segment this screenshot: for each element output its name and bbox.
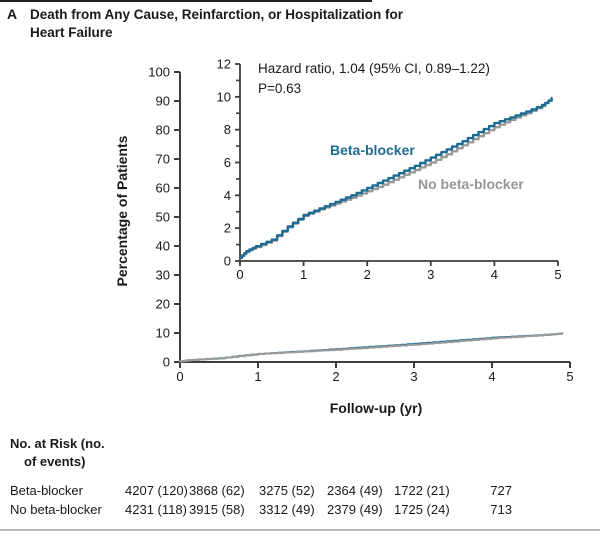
y-tick-label: 100 <box>148 65 170 80</box>
y-tick-label: 10 <box>156 326 170 341</box>
y-tick-label: 50 <box>156 210 170 225</box>
y-tick-label: 0 <box>224 254 231 269</box>
panel-label: A <box>7 6 18 22</box>
risk-row-label: No beta-blocker <box>10 502 102 517</box>
x-tick-label: 3 <box>410 369 417 384</box>
x-tick-label: 2 <box>364 267 371 282</box>
x-tick-label: 1 <box>254 369 261 384</box>
x-axis-title: Follow-up (yr) <box>329 400 423 416</box>
bottom-rule <box>0 529 600 531</box>
y-tick-label: 6 <box>224 155 231 170</box>
y-tick-label: 0 <box>163 355 170 370</box>
y-tick-label: 30 <box>156 268 170 283</box>
figure-title-line1: Death from Any Cause, Reinfarction, or H… <box>30 7 404 22</box>
beta-blocker-curve <box>238 97 553 259</box>
risk-value: 727 <box>490 483 512 498</box>
x-tick-label: 3 <box>427 267 434 282</box>
y-tick-label: 90 <box>156 94 170 109</box>
y-tick-label: 80 <box>156 123 170 138</box>
risk-value: 3868 (62) <box>189 483 245 498</box>
y-axis-title: Percentage of Patients <box>114 135 130 287</box>
y-tick-label: 2 <box>224 221 231 236</box>
y-tick-label: 40 <box>156 239 170 254</box>
x-tick-label: 2 <box>332 369 339 384</box>
axis-lines <box>179 72 570 363</box>
risk-value: 713 <box>490 502 512 517</box>
risk-table-header-line1: No. at Risk (no. <box>10 436 105 451</box>
risk-value: 2379 (49) <box>327 502 383 517</box>
y-tick-label: 70 <box>156 152 170 167</box>
x-tick-label: 4 <box>488 369 495 384</box>
risk-value: 3312 (49) <box>259 502 315 517</box>
beta-blocker-series-label: Beta-blocker <box>330 142 415 158</box>
risk-value: 3275 (52) <box>259 483 315 498</box>
y-tick-label: 20 <box>156 297 170 312</box>
risk-value: 4207 (120) <box>125 483 188 498</box>
y-tick-label: 12 <box>217 57 231 72</box>
no-beta-blocker-series-label: No beta-blocker <box>418 176 524 192</box>
x-tick-label: 0 <box>176 369 183 384</box>
x-tick-label: 4 <box>491 267 498 282</box>
hazard-ratio-text: Hazard ratio, 1.04 (95% CI, 0.89–1.22) <box>258 61 490 76</box>
x-tick-label: 0 <box>236 267 243 282</box>
risk-row-label: Beta-blocker <box>10 483 83 498</box>
risk-value: 1722 (21) <box>394 483 450 498</box>
risk-value: 3915 (58) <box>189 502 245 517</box>
risk-value: 4231 (118) <box>125 502 187 517</box>
p-value-text: P=0.63 <box>258 81 302 96</box>
y-tick-label: 4 <box>224 188 231 203</box>
risk-table-header-line2: of events) <box>24 454 86 469</box>
y-tick-label: 8 <box>224 122 231 137</box>
x-tick-label: 1 <box>300 267 307 282</box>
risk-value: 2364 (49) <box>327 483 383 498</box>
top-crop-line <box>0 0 372 2</box>
no-beta-blocker-curve <box>179 332 564 363</box>
risk-value: 1725 (24) <box>394 502 450 517</box>
figure-title-line2: Heart Failure <box>30 25 113 40</box>
y-tick-label: 10 <box>217 89 231 104</box>
x-tick-label: 5 <box>566 369 573 384</box>
x-tick-label: 5 <box>554 267 561 282</box>
y-tick-label: 60 <box>156 181 170 196</box>
